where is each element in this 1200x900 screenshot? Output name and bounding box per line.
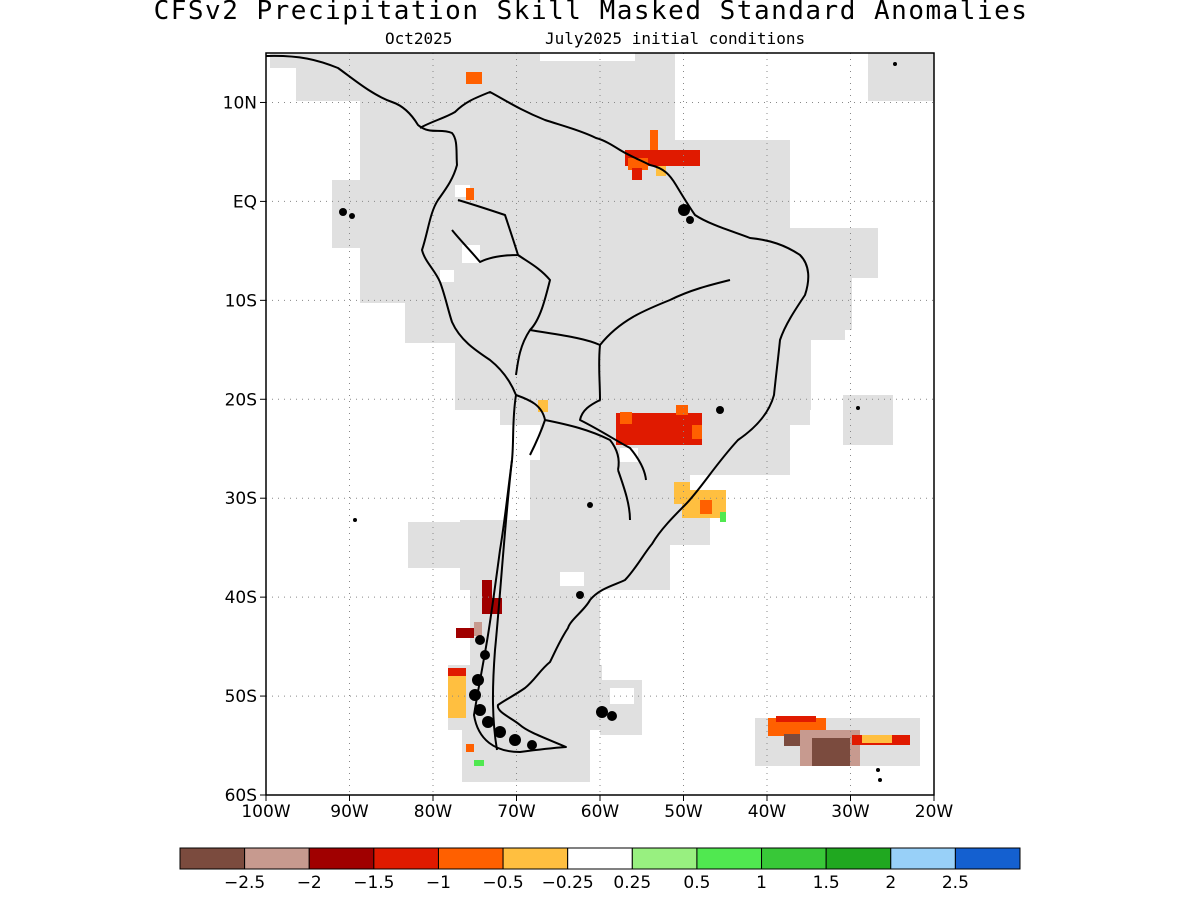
colorbar-label: −0.5 [482, 873, 523, 893]
colorbar-label: −0.25 [542, 873, 594, 893]
map-title: CFSv2 Precipitation Skill Masked Standar… [153, 0, 1029, 26]
lon-tick-label: 70W [497, 802, 536, 822]
islands [339, 62, 897, 782]
lon-tick-label: 100W [241, 802, 290, 822]
colorbar-label: −2 [297, 873, 322, 893]
colorbar-label: 2 [885, 873, 896, 893]
colorbar-swatch [890, 847, 956, 870]
colorbar-labels: −2.5 −2 −1.5 −1 −0.5 −0.25 0.25 0.5 1 1.5 2 2.5 [224, 873, 969, 893]
lat-tick-label: 30S [225, 489, 257, 509]
graticule [266, 53, 934, 795]
valid-month-label: Oct2025 [385, 29, 453, 48]
lat-tick-label: 10S [225, 291, 257, 311]
colorbar-swatch [825, 847, 892, 870]
colorbar-swatch [308, 847, 375, 870]
colorbar-swatch [954, 847, 1021, 870]
lat-tick-label: 40S [225, 588, 257, 608]
lat-tick-label: 50S [225, 687, 257, 707]
lon-tick-label: 80W [414, 802, 453, 822]
lon-tick-label: 50W [664, 802, 703, 822]
colorbar-swatch [696, 847, 763, 870]
colorbar-swatch [631, 847, 698, 870]
colorbar-label: 0.25 [613, 873, 651, 893]
colorbar-swatch [244, 847, 310, 870]
lon-tick-label: 90W [330, 802, 369, 822]
colorbar-label: −1 [426, 873, 451, 893]
lon-tick-label: 30W [831, 802, 870, 822]
colorbar-swatch [373, 847, 439, 870]
colorbar-label: −1.5 [353, 873, 394, 893]
colorbar-label: 0.5 [683, 873, 710, 893]
lat-tick-label: EQ [233, 192, 257, 212]
lon-tick-label: 40W [748, 802, 787, 822]
colorbar-swatch [179, 847, 246, 870]
colorbar-label: −2.5 [224, 873, 265, 893]
colorbar-swatch [502, 847, 569, 870]
anomaly-shading [448, 72, 910, 766]
colorbar-label: 1 [756, 873, 767, 893]
colorbar-label: 2.5 [942, 873, 969, 893]
longitude-axis: 100W 90W 80W 70W 60W 50W 40W 30W 20W [241, 795, 953, 822]
coastline [266, 54, 810, 753]
colorbar-swatch [437, 847, 504, 870]
lat-tick-label: 10N [223, 93, 257, 113]
lon-tick-label: 60W [581, 802, 620, 822]
colorbar-label: 1.5 [813, 873, 840, 893]
unmasked-holes [440, 53, 638, 704]
skill-mask-area [270, 53, 934, 782]
colorbar-swatch [761, 847, 827, 870]
latitude-axis: 10N EQ 10S 20S 30S 40S 50S 60S [223, 93, 266, 806]
lon-tick-label: 20W [915, 802, 954, 822]
colorbar-swatch [567, 847, 633, 870]
colorbar [179, 847, 1021, 870]
lat-tick-label: 60S [225, 786, 257, 806]
lat-tick-label: 20S [225, 390, 257, 410]
initial-conditions-label: July2025 initial conditions [545, 29, 806, 48]
